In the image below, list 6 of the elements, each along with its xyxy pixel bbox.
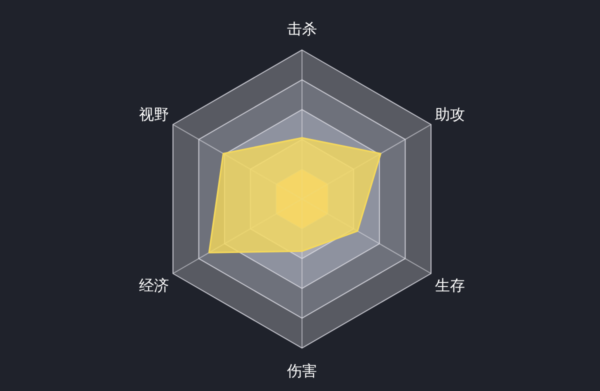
spoke-label: 视野	[138, 106, 169, 124]
spoke-label: 伤害	[287, 362, 317, 380]
spoke-label: 生存	[435, 276, 466, 294]
spoke-label: 助攻	[435, 106, 466, 124]
spoke-label: 经济	[138, 276, 169, 294]
spoke-label: 击杀	[287, 20, 317, 38]
